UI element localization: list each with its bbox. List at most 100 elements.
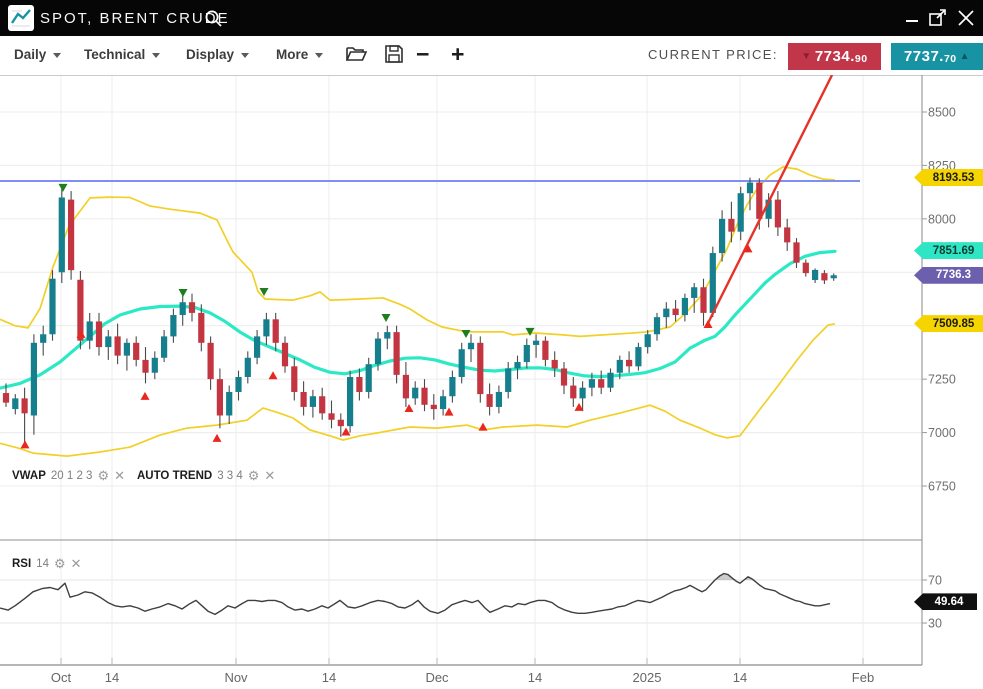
candle-body[interactable] [49, 279, 55, 335]
candle-body[interactable] [403, 375, 409, 399]
candle-body[interactable] [161, 336, 167, 357]
candle-body[interactable] [487, 394, 493, 407]
menu-display[interactable]: Display [186, 36, 249, 72]
candle-body[interactable] [803, 263, 809, 273]
candle-body[interactable] [291, 366, 297, 392]
open-folder-icon[interactable] [345, 43, 368, 70]
candle-body[interactable] [170, 315, 176, 336]
candle-body[interactable] [617, 360, 623, 373]
candle-body[interactable] [626, 360, 632, 366]
candle-body[interactable] [654, 317, 660, 334]
candle-body[interactable] [208, 343, 214, 379]
candle-body[interactable] [180, 302, 186, 315]
candle-body[interactable] [831, 275, 837, 278]
candle-body[interactable] [40, 334, 46, 343]
candle-body[interactable] [347, 377, 353, 426]
candle-body[interactable] [217, 379, 223, 415]
zoom-out-icon[interactable]: − [416, 36, 429, 72]
zoom-in-icon[interactable]: + [451, 36, 464, 72]
candle-body[interactable] [226, 392, 232, 416]
candle-body[interactable] [710, 253, 716, 313]
candle-body[interactable] [496, 392, 502, 407]
candle-body[interactable] [245, 358, 251, 377]
candle-body[interactable] [319, 396, 325, 413]
candle-body[interactable] [282, 343, 288, 367]
minimize-icon[interactable] [905, 0, 919, 36]
candle-body[interactable] [31, 343, 37, 416]
candle-body[interactable] [607, 373, 613, 388]
rsi-remove-icon[interactable]: ✕ [71, 557, 82, 570]
menu-more[interactable]: More [276, 36, 323, 72]
candle-body[interactable] [645, 334, 651, 347]
candle-body[interactable] [263, 319, 269, 336]
candle-body[interactable] [756, 183, 762, 219]
candle-body[interactable] [96, 321, 102, 347]
candle-body[interactable] [738, 193, 744, 231]
candle-body[interactable] [142, 360, 148, 373]
candle-body[interactable] [635, 347, 641, 366]
candle-body[interactable] [477, 343, 483, 394]
save-icon[interactable] [383, 43, 405, 70]
candle-body[interactable] [431, 405, 437, 409]
candle-body[interactable] [105, 336, 111, 347]
candle-body[interactable] [254, 336, 260, 357]
candle-body[interactable] [542, 341, 548, 360]
candle-body[interactable] [68, 200, 74, 271]
candle-body[interactable] [793, 242, 799, 262]
candle-body[interactable] [394, 332, 400, 375]
candle-body[interactable] [421, 388, 427, 405]
candle-body[interactable] [310, 396, 316, 407]
candle-body[interactable] [468, 343, 474, 349]
rsi-settings-gear-icon[interactable]: ⚙ [54, 557, 66, 570]
candle-body[interactable] [449, 377, 455, 396]
candle-body[interactable] [124, 343, 130, 356]
candle-body[interactable] [87, 321, 93, 340]
vwap-remove-icon[interactable]: ✕ [114, 469, 125, 482]
candle-body[interactable] [3, 393, 9, 403]
candle-body[interactable] [505, 368, 511, 392]
candle-body[interactable] [338, 420, 344, 426]
candle-body[interactable] [589, 379, 595, 388]
candle-body[interactable] [22, 398, 28, 413]
candle-body[interactable] [459, 349, 465, 377]
candle-body[interactable] [273, 319, 279, 343]
auto-trend-remove-icon[interactable]: ✕ [264, 469, 275, 482]
candle-body[interactable] [301, 392, 307, 407]
candle-body[interactable] [514, 362, 520, 368]
candle-body[interactable] [198, 313, 204, 343]
candle-body[interactable] [440, 396, 446, 409]
candle-body[interactable] [598, 379, 604, 388]
candle-body[interactable] [524, 345, 530, 362]
auto-trend-settings-gear-icon[interactable]: ⚙ [248, 469, 260, 482]
candle-body[interactable] [784, 227, 790, 242]
candle-body[interactable] [663, 309, 669, 318]
candle-body[interactable] [328, 413, 334, 419]
candle-body[interactable] [552, 360, 558, 369]
candle-body[interactable] [152, 358, 158, 373]
candle-body[interactable] [133, 343, 139, 360]
candle-body[interactable] [691, 287, 697, 298]
candle-body[interactable] [375, 339, 381, 365]
candle-body[interactable] [812, 270, 818, 280]
candle-body[interactable] [115, 336, 121, 355]
menu-technical[interactable]: Technical [84, 36, 160, 72]
candle-body[interactable] [821, 273, 827, 280]
candle-body[interactable] [719, 219, 725, 253]
candle-body[interactable] [747, 183, 753, 194]
candle-body[interactable] [673, 309, 679, 315]
candle-body[interactable] [235, 377, 241, 392]
candle-body[interactable] [412, 388, 418, 399]
candle-body[interactable] [366, 364, 372, 392]
menu-daily[interactable]: Daily [14, 36, 61, 72]
candle-body[interactable] [570, 386, 576, 399]
candle-body[interactable] [728, 219, 734, 232]
candle-body[interactable] [775, 200, 781, 228]
close-icon[interactable] [957, 0, 975, 36]
candle-body[interactable] [580, 388, 586, 399]
candle-body[interactable] [533, 341, 539, 345]
chart-canvas[interactable]: 850082508000775075007250700067507030Oct1… [0, 0, 983, 689]
vwap-settings-gear-icon[interactable]: ⚙ [97, 469, 109, 482]
candle-body[interactable] [356, 377, 362, 392]
candle-body[interactable] [12, 398, 18, 409]
candle-body[interactable] [384, 332, 390, 338]
